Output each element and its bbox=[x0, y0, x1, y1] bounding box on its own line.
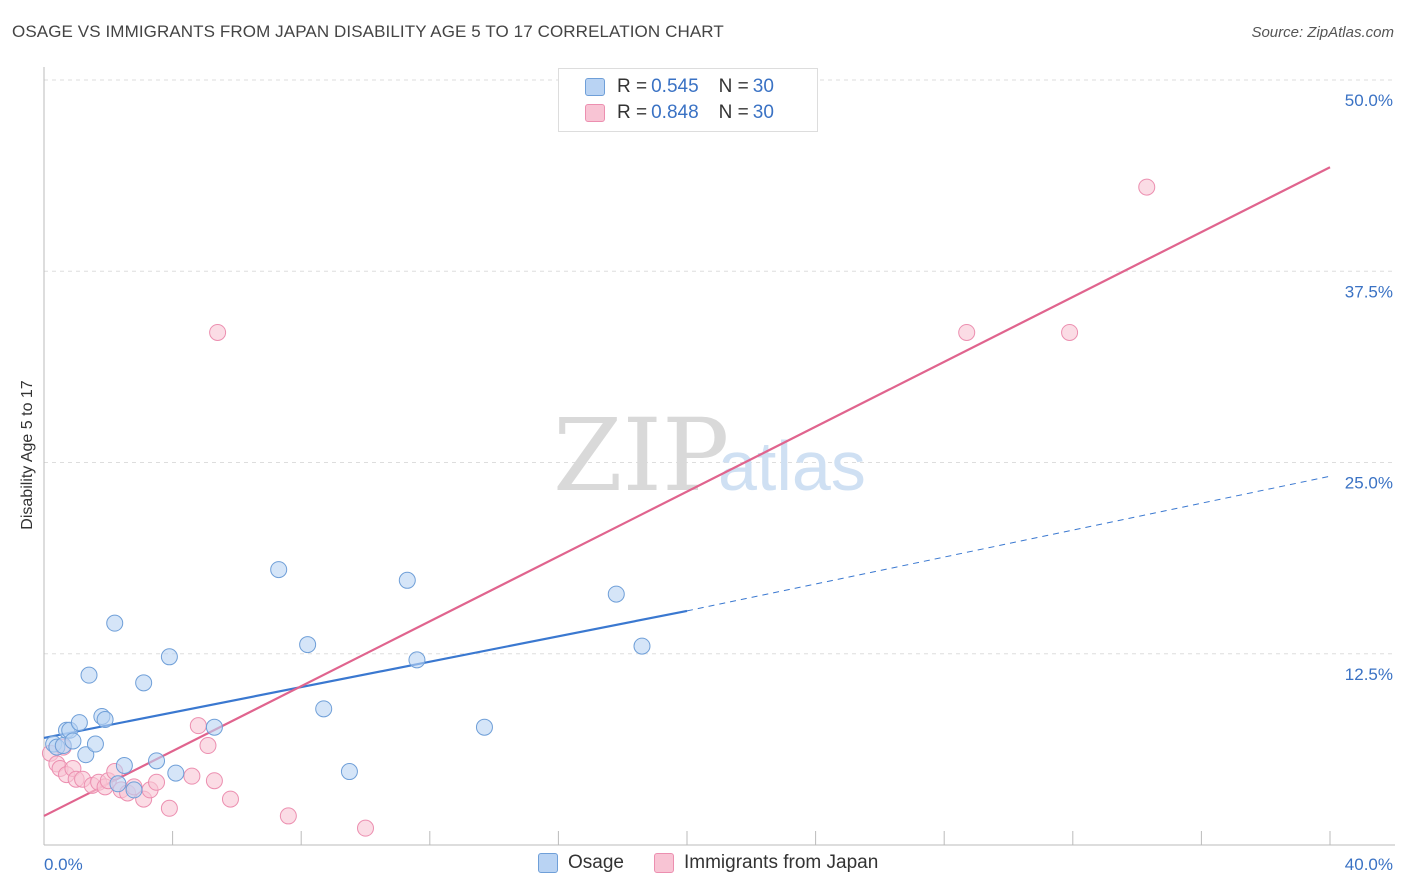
japan-point bbox=[205, 772, 223, 790]
osage-point bbox=[70, 714, 88, 732]
watermark-zip: ZIP bbox=[553, 397, 729, 514]
osage-point bbox=[475, 718, 493, 736]
japan-point bbox=[279, 807, 297, 825]
tick-labels: 12.5% 25.0% 37.5% 50.0% 0.0% 40.0% bbox=[44, 91, 1393, 874]
source-credit: Source: ZipAtlas.com bbox=[1251, 24, 1394, 41]
r-label: R = bbox=[617, 76, 648, 97]
osage-point bbox=[340, 763, 358, 781]
r-label: R = bbox=[617, 102, 648, 123]
osage-point bbox=[607, 585, 625, 603]
osage-point bbox=[148, 752, 166, 770]
n-value: 30 bbox=[752, 102, 774, 123]
osage-point bbox=[86, 735, 104, 753]
legend-item-japan[interactable]: Immigrants from Japan bbox=[653, 852, 879, 874]
japan-point bbox=[189, 717, 207, 735]
osage-point bbox=[160, 648, 178, 666]
y-tick-label: 50.0% bbox=[1345, 91, 1393, 110]
series-legend: Osage Immigrants from Japan bbox=[538, 852, 908, 874]
japan-point bbox=[148, 773, 166, 791]
osage-point bbox=[408, 651, 426, 669]
osage-swatch bbox=[538, 853, 558, 873]
osage-point bbox=[398, 571, 416, 589]
legend-row-japan: R = 0.848 N = 30 bbox=[585, 101, 774, 125]
japan-swatch bbox=[585, 104, 605, 122]
n-label: N = bbox=[718, 102, 749, 123]
legend-label-osage: Osage bbox=[568, 852, 624, 873]
y-tick-label: 25.0% bbox=[1345, 474, 1393, 493]
osage-point bbox=[205, 718, 223, 736]
legend-label-japan: Immigrants from Japan bbox=[683, 852, 879, 873]
correlation-legend: R = 0.545 N = 30 R = 0.848 N = 30 bbox=[558, 68, 818, 132]
grid-lines bbox=[44, 79, 1395, 655]
data-points bbox=[41, 178, 1156, 837]
osage-point bbox=[109, 775, 127, 793]
legend-row-osage: R = 0.545 N = 30 bbox=[585, 75, 774, 99]
japan-point bbox=[209, 323, 227, 341]
japan-point bbox=[958, 323, 976, 341]
osage-point bbox=[299, 636, 317, 654]
japan-trend-line bbox=[43, 166, 1331, 817]
r-value: 0.848 bbox=[651, 102, 699, 123]
x-tick-label: 0.0% bbox=[44, 855, 83, 874]
japan-point bbox=[160, 799, 178, 817]
watermark-atlas: atlas bbox=[718, 427, 866, 505]
n-value: 30 bbox=[752, 76, 774, 97]
japan-point bbox=[199, 737, 217, 755]
japan-point bbox=[221, 790, 239, 808]
osage-point bbox=[167, 764, 185, 782]
osage-point bbox=[77, 746, 95, 764]
osage-point bbox=[270, 561, 288, 579]
osage-point bbox=[125, 781, 143, 799]
japan-point bbox=[1138, 178, 1156, 196]
r-value: 0.545 bbox=[651, 76, 699, 97]
x-tick-label: 40.0% bbox=[1345, 855, 1393, 874]
osage-swatch bbox=[585, 78, 605, 96]
japan-swatch bbox=[653, 853, 674, 873]
osage-point bbox=[64, 732, 82, 750]
y-tick-label: 37.5% bbox=[1345, 282, 1393, 301]
trend-lines bbox=[43, 166, 1331, 817]
japan-point bbox=[183, 767, 201, 785]
y-tick-label: 12.5% bbox=[1345, 665, 1393, 684]
osage-point bbox=[80, 666, 98, 684]
japan-point bbox=[1061, 323, 1079, 341]
osage-trend-line bbox=[43, 609, 688, 739]
axis-ticks bbox=[172, 831, 1331, 845]
osage-point bbox=[115, 756, 133, 774]
axes bbox=[43, 67, 1395, 846]
japan-point bbox=[357, 819, 374, 837]
osage-point bbox=[96, 711, 114, 729]
osage-point bbox=[633, 637, 651, 655]
osage-point bbox=[106, 614, 124, 632]
osage-point bbox=[315, 700, 333, 718]
n-label: N = bbox=[718, 76, 749, 97]
legend-item-osage[interactable]: Osage bbox=[538, 852, 624, 874]
chart-title: OSAGE VS IMMIGRANTS FROM JAPAN DISABILIT… bbox=[12, 22, 724, 41]
osage-point bbox=[135, 674, 153, 692]
